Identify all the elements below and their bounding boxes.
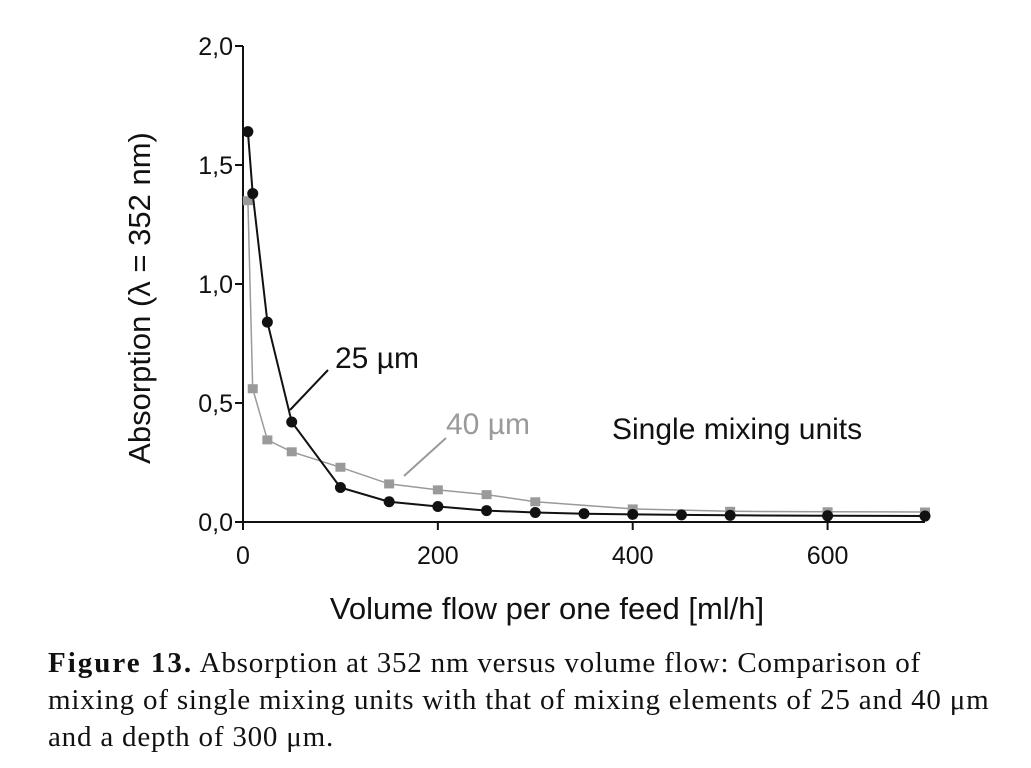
data-point-25um [242, 126, 254, 138]
data-point-40um [384, 479, 395, 489]
y-tick-label: 1,0 [198, 271, 233, 299]
data-point-25um [529, 506, 541, 518]
data-point-40um [481, 490, 492, 500]
annotation-pointer-40um [403, 437, 447, 477]
x-axis: 0 200 400 600 [236, 521, 925, 570]
data-point-25um [578, 508, 590, 520]
data-point-25um [919, 510, 931, 522]
absorption-chart: 0 200 400 600 0,0 0,5 1,0 1,5 2,0 25 µm 40 µm S… [122, 33, 931, 626]
annotation-single-mixing-units: Single mixing units [612, 413, 862, 446]
data-point-40um [530, 497, 541, 507]
data-point-40um [247, 384, 258, 394]
data-point-40um [242, 196, 253, 206]
x-tick-label: 200 [417, 542, 459, 570]
y-axis-title: Absorption (λ = 352 nm) [122, 132, 157, 464]
data-point-25um [286, 416, 298, 428]
series-label-25um: 25 µm [335, 342, 419, 375]
y-axis: 0,0 0,5 1,0 1,5 2,0 [198, 33, 244, 537]
data-point-25um [261, 316, 273, 328]
data-point-25um [481, 505, 493, 517]
data-point-25um [247, 188, 259, 200]
x-tick-label: 600 [807, 542, 849, 570]
series-line [246, 131, 926, 517]
x-axis-title: Volume flow per one feed [ml/h] [330, 591, 764, 626]
series-25um [242, 126, 931, 522]
data-point-40um [432, 485, 443, 495]
y-tick-label: 2,0 [198, 33, 233, 61]
annotation-layer: 25 µm 40 µm Single mixing units [289, 342, 862, 477]
series-label-40um: 40 µm [446, 408, 530, 441]
figure-caption: Figure 13. Absorption at 352 nm versus v… [48, 645, 1008, 756]
data-point-25um [675, 509, 687, 521]
data-point-40um [335, 462, 346, 472]
figure-label: Figure 13. [48, 647, 194, 679]
data-point-25um [627, 508, 639, 520]
y-tick-label: 1,5 [198, 152, 233, 180]
figure-caption-text: Absorption at 352 nm versus volume flow:… [48, 647, 990, 753]
data-point-25um [724, 509, 736, 521]
data-point-25um [334, 481, 346, 493]
y-tick-label: 0,5 [198, 390, 233, 418]
y-tick-label: 0,0 [198, 509, 233, 537]
data-point-40um [286, 447, 297, 457]
series-layer [242, 126, 931, 522]
annotation-pointer-25um [289, 369, 329, 411]
data-point-40um [262, 435, 273, 445]
data-point-25um [822, 510, 834, 522]
x-tick-label: 0 [236, 542, 250, 570]
data-point-25um [432, 501, 444, 513]
data-point-25um [383, 496, 395, 508]
x-tick-label: 400 [612, 542, 654, 570]
